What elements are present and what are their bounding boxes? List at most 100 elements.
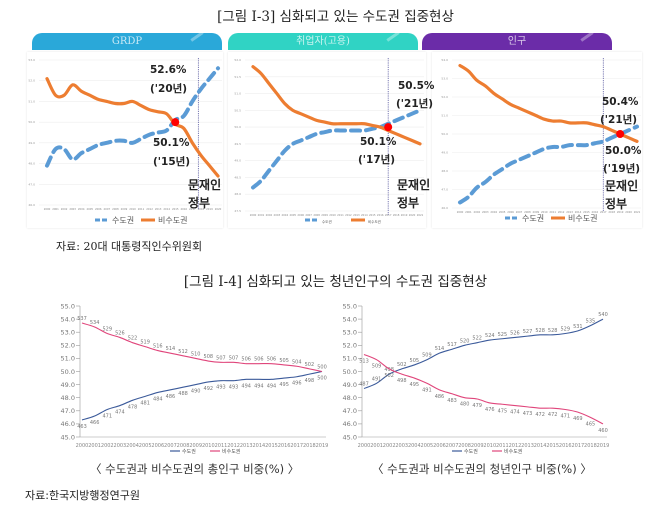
x-tick-label: 2000	[457, 210, 464, 214]
x-tick-label: 2001	[258, 213, 265, 217]
y-tick-label: 50.0	[343, 368, 357, 376]
employment-government-label-2: 정부	[397, 196, 420, 210]
x-tick-label: 2020	[625, 210, 632, 214]
x-tick-label: 2018	[393, 213, 400, 217]
x-tick-label: 2003	[114, 443, 127, 449]
data-label: 537	[77, 316, 87, 322]
x-tick-label: 2006	[507, 210, 514, 214]
data-label: 495	[279, 382, 289, 388]
data-label: 488	[178, 391, 188, 397]
grdp-annotation-year-1: ('20년)	[150, 83, 188, 95]
x-tick-label: 2003	[69, 207, 76, 211]
data-label: 460	[598, 428, 608, 434]
x-tick-label: 2000	[76, 443, 89, 449]
x-tick-label: 2004	[126, 443, 139, 449]
x-tick-label: 2002	[474, 210, 481, 214]
data-label: 480	[460, 402, 470, 408]
y-tick-label: 53.0	[343, 329, 357, 337]
data-label: 500	[317, 376, 327, 382]
y-tick-label: 54.0	[61, 315, 75, 323]
tab-grdp: GRDP	[32, 33, 222, 50]
x-tick-label: 2009	[471, 443, 484, 449]
data-label: 492	[204, 386, 214, 392]
grdp-government-label-1: 문재인	[188, 178, 222, 192]
x-tick-label: 2004	[490, 210, 497, 214]
y-tick-label: 52.0	[343, 342, 357, 350]
y-tick-label: 46.0	[441, 206, 448, 210]
x-tick-label: 2012	[146, 207, 153, 211]
y-tick-label: 48.0	[234, 192, 241, 196]
grdp-annotation-value-2: 50.1%	[153, 137, 190, 149]
legend-label: 수도권	[112, 215, 134, 225]
y-tick-label: 52.0	[441, 95, 448, 99]
x-tick-label: 2005	[499, 210, 506, 214]
data-label: 471	[102, 413, 112, 419]
data-label: 469	[573, 416, 583, 422]
y-tick-label: 49.0	[343, 381, 357, 389]
x-tick-label: 2019	[401, 213, 408, 217]
x-tick-label: 2007	[516, 210, 523, 214]
employment-chart-panel	[228, 52, 426, 228]
data-label: 491	[372, 376, 382, 382]
data-label: 473	[523, 411, 533, 417]
y-tick-label: 49.0	[61, 381, 75, 389]
tab-population: 인구	[422, 33, 612, 50]
data-label: 472	[535, 412, 545, 418]
x-tick-label: 2009	[121, 207, 128, 211]
x-tick-label: 2011	[549, 210, 556, 214]
data-label: 494	[241, 383, 251, 389]
x-tick-label: 2012	[227, 443, 240, 449]
data-label: 506	[254, 357, 264, 363]
x-tick-label: 2002	[383, 443, 396, 449]
figure1-source: 자료: 20대 대통령직인수위원회	[56, 240, 203, 253]
data-label: 512	[178, 349, 188, 355]
y-tick-label: 52.0	[61, 342, 75, 350]
series-line-noncapital	[81, 322, 323, 373]
x-tick-label: 2016	[592, 210, 599, 214]
legend-label: 수도권	[322, 219, 332, 224]
x-tick-label: 2013	[155, 207, 162, 211]
series-line-capital	[458, 124, 639, 205]
y-tick-label: 54.0	[441, 58, 448, 62]
x-tick-label: 2004	[282, 213, 289, 217]
legend-label: 비수도권	[568, 213, 597, 223]
y-tick-label: 47.0	[61, 407, 75, 415]
data-label: 494	[254, 383, 264, 389]
data-label: 475	[498, 408, 508, 414]
y-tick-label: 51.5	[234, 75, 241, 79]
data-label: 474	[510, 410, 520, 416]
series-line-capital	[363, 318, 604, 390]
x-tick-label: 2001	[465, 210, 472, 214]
x-tick-label: 2015	[265, 443, 278, 449]
data-label: 483	[447, 398, 457, 404]
data-label: 506	[241, 357, 251, 363]
data-label: 486	[166, 394, 176, 400]
y-tick-label: 48.0	[28, 162, 35, 166]
x-tick-label: 2021	[634, 210, 641, 214]
legend-label: 수도권	[464, 448, 478, 455]
data-label: 478	[128, 404, 138, 410]
data-label: 534	[90, 320, 100, 326]
x-tick-label: 2010	[329, 213, 336, 217]
data-label: 529	[560, 327, 570, 333]
grdp-annotation-year-2: ('15년)	[153, 156, 191, 168]
x-tick-label: 2007	[104, 207, 111, 211]
data-label: 502	[384, 373, 394, 379]
x-tick-label: 2011	[496, 443, 509, 449]
x-tick-label: 2010	[483, 443, 496, 449]
x-tick-label: 2017	[189, 207, 196, 211]
youth-population-chart-caption: 〈 수도권과 비수도권의 청년인구 비중(%) 〉	[372, 462, 592, 476]
x-tick-label: 2013	[521, 443, 534, 449]
x-tick-label: 2014	[252, 443, 265, 449]
x-tick-label: 2008	[524, 210, 531, 214]
data-label: 509	[372, 364, 382, 370]
grdp-government-label-2: 정부	[188, 196, 211, 210]
x-tick-label: 2006	[151, 443, 164, 449]
x-tick-label: 2011	[138, 207, 145, 211]
data-label: 516	[153, 344, 163, 350]
series-line-capital	[251, 108, 422, 190]
y-tick-label: 55.0	[61, 302, 75, 310]
series-line-noncapital	[458, 63, 639, 143]
population-annotation-year-2: ('19년)	[603, 163, 641, 175]
